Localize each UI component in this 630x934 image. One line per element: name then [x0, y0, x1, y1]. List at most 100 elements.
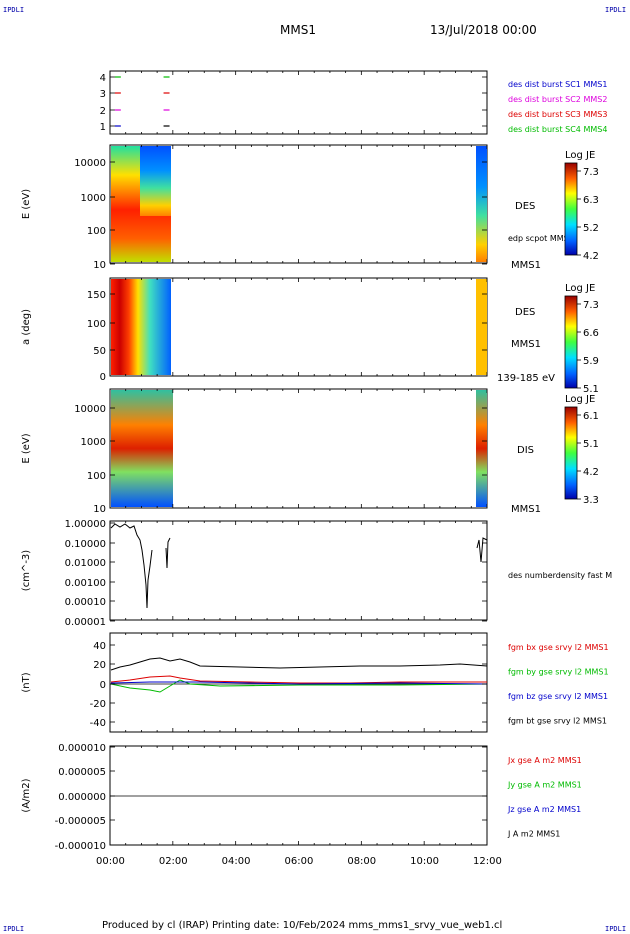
legend-entry: Jz gse A m2 MMS1 — [507, 805, 581, 814]
panel-label: MMS1 — [511, 504, 541, 515]
dis-energy-spectrogram-end — [476, 390, 487, 507]
y-axis-label: E (eV) — [21, 189, 32, 219]
y-tick-label: 40 — [93, 641, 106, 652]
panel-label: DES — [515, 201, 535, 212]
panel-label: DES — [515, 307, 535, 318]
y-tick-label: 150 — [87, 290, 106, 301]
density-trace-mid — [165, 537, 171, 569]
x-tick-label: 06:00 — [285, 856, 314, 867]
panel-label: edp scpot MMS1 — [508, 234, 574, 243]
colorbar-tick-label: 4.2 — [583, 467, 599, 478]
x-tick-label: 00:00 — [96, 856, 125, 867]
panel-label: DIS — [517, 445, 534, 456]
y-tick-label: 0.00001 — [65, 617, 106, 628]
colorbar-gradient — [564, 162, 578, 256]
y-tick-label: 10 — [93, 504, 106, 515]
y-tick-label: -40 — [90, 718, 106, 729]
legend-entry: des dist burst SC3 MMS3 — [508, 110, 607, 119]
legend-entry: fgm bz gse srvy l2 MMS1 — [508, 692, 608, 701]
colorbar-tick-label: 6.1 — [583, 411, 599, 422]
date-stamp: 13/Jul/2018 00:00 — [430, 23, 537, 37]
panel-label: MMS1 — [511, 260, 541, 271]
y-tick-label: 3 — [100, 89, 106, 100]
y-axis-label: (A/m2) — [21, 778, 32, 812]
availability-marks — [114, 76, 170, 127]
panel-current-frame — [109, 745, 488, 846]
y-tick-label: 2 — [100, 106, 106, 117]
y-tick-label: 0.00010 — [65, 597, 106, 608]
colorbar-tick-label: 7.3 — [583, 167, 599, 178]
bz-trace — [110, 681, 488, 685]
x-tick-label: 10:00 — [410, 856, 439, 867]
legend-entry: fgm bt gse srvy l2 MMS1 — [508, 717, 607, 726]
des-energy-spectrogram-cold — [140, 146, 171, 216]
x-tick-label: 08:00 — [347, 856, 376, 867]
panel-availability-frame — [109, 70, 488, 135]
y-axis-label: (nT) — [21, 672, 32, 692]
corner-mark-br: IPDLI — [605, 925, 626, 933]
page-title: MMS1 — [280, 23, 316, 37]
y-tick-label: 0.000010 — [58, 743, 106, 754]
colorbar-tick-label: 3.3 — [583, 495, 599, 506]
y-tick-label: 0 — [100, 372, 106, 383]
des-energy-spectrogram-end — [476, 146, 487, 262]
by-trace — [110, 679, 488, 693]
colorbar-tick-label: 7.3 — [583, 300, 599, 311]
legend-entry: Jy gse A m2 MMS1 — [507, 781, 582, 790]
legend-entry: des dist burst SC4 MMS4 — [508, 125, 607, 134]
y-tick-label: 100 — [87, 226, 106, 237]
x-axes: 00:00 02:00 04:00 06:00 08:00 10:00 12:00 — [96, 71, 502, 867]
x-tick-label: 02:00 — [159, 856, 188, 867]
colorbar-tick-label: 6.3 — [583, 195, 599, 206]
y-tick-label: -20 — [90, 699, 106, 710]
panel-density-frame — [109, 520, 488, 621]
panel-label: MMS1 — [511, 339, 541, 350]
colorbar-title: Log JE — [565, 394, 595, 405]
y-tick-label: 100 — [87, 319, 106, 330]
legend-entry: des dist burst SC1 MMS1 — [508, 80, 607, 89]
y-tick-label: 1 — [100, 122, 106, 133]
legend-entry: J A m2 MMS1 — [507, 830, 560, 839]
y-tick-label: 100 — [87, 471, 106, 482]
corner-mark-bl: IPDLI — [3, 925, 24, 933]
y-tick-label: 0.10000 — [65, 539, 106, 550]
dis-energy-spectrogram-burst — [111, 390, 173, 507]
legend-entry: des numberdensity fast M — [508, 571, 612, 580]
y-tick-label: -0.000010 — [55, 841, 106, 852]
y-tick-label: 0.000005 — [58, 767, 106, 778]
y-tick-label: 0 — [100, 680, 106, 691]
colorbar-tick-label: 6.6 — [583, 328, 599, 339]
legend-entry: fgm by gse srvy l2 MMS1 — [508, 668, 609, 677]
colorbar-gradient — [564, 295, 578, 389]
y-tick-label: 0.000000 — [58, 792, 106, 803]
legend-entry: Jx gse A m2 MMS1 — [507, 756, 582, 765]
y-tick-label: 0.01000 — [65, 558, 106, 569]
colorbar-tick-label: 4.2 — [583, 251, 599, 262]
colorbar-title: Log JE — [565, 283, 595, 294]
y-tick-label: 1000 — [81, 437, 106, 448]
des-pitch-spectrogram-end — [476, 279, 487, 375]
density-trace-end — [476, 537, 488, 563]
colorbar-gradient — [564, 406, 578, 500]
colorbar-tick-label: 5.2 — [583, 223, 599, 234]
y-tick-label: 1.00000 — [65, 519, 106, 530]
des-pitch-spectrogram-burst — [111, 279, 171, 375]
footer-text: Produced by cl (IRAP) Printing date: 10/… — [102, 920, 502, 931]
y-tick-label: 0.00100 — [65, 578, 106, 589]
y-tick-label: 20 — [93, 660, 106, 671]
legend-entry: des dist burst SC2 MMS2 — [508, 95, 607, 104]
colorbar-tick-label: 5.9 — [583, 356, 599, 367]
corner-mark-tl: IPDLI — [3, 6, 24, 14]
y-tick-label: 50 — [93, 346, 106, 357]
y-tick-label: 10000 — [74, 158, 106, 169]
y-axis-label: (cm^-3) — [21, 550, 32, 591]
corner-mark-tr: IPDLI — [605, 6, 626, 14]
colorbar-title: Log JE — [565, 150, 595, 161]
y-tick-label: 10 — [93, 260, 106, 271]
x-tick-label: 04:00 — [222, 856, 251, 867]
y-axis-label: E (eV) — [21, 433, 32, 463]
y-axis-label: a (deg) — [21, 309, 32, 345]
